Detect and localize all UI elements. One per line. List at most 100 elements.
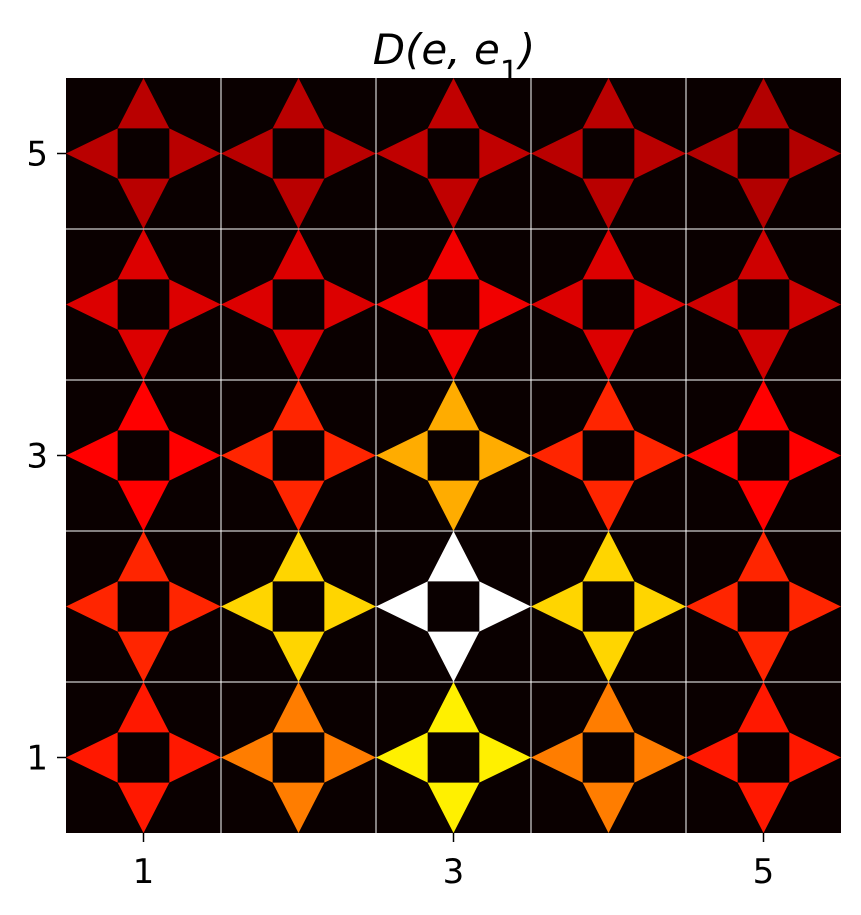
cell-5-1-left-triangle [686, 732, 738, 783]
cell-4-4-left-triangle [531, 279, 583, 330]
cell-2-1 [221, 682, 376, 833]
cell-5-5-bottom-triangle [737, 178, 790, 229]
cell-4-5 [531, 78, 686, 229]
y-tick-label-5: 5 [26, 135, 48, 175]
cell-2-2-top-triangle [272, 531, 325, 582]
y-tick-label-3: 3 [26, 437, 48, 477]
grid-lines [66, 78, 841, 833]
cell-1-1 [66, 682, 221, 833]
cell-2-4 [221, 229, 376, 380]
cell-4-5-top-triangle [582, 78, 635, 129]
cell-1-4-top-triangle [117, 229, 170, 280]
cell-4-5-left-triangle [531, 128, 583, 179]
cell-5-4-top-triangle [737, 229, 790, 280]
y-axis: 1 3 5 [26, 135, 66, 779]
cell-1-3-top-triangle [117, 380, 170, 431]
cell-5-3 [686, 380, 841, 531]
cell-2-1-bottom-triangle [272, 782, 325, 833]
y-tick-label-1: 1 [26, 739, 48, 779]
cell-5-1-right-triangle [789, 732, 841, 783]
cell-1-5-top-triangle [117, 78, 170, 129]
cell-3-4-left-triangle [376, 279, 428, 330]
cell-5-3-top-triangle [737, 380, 790, 431]
cell-3-5-bottom-triangle [427, 178, 480, 229]
cell-2-5-top-triangle [272, 78, 325, 129]
cell-3-4-right-triangle [479, 279, 531, 330]
cell-4-1-top-triangle [582, 682, 635, 733]
cell-1-4-left-triangle [66, 279, 118, 330]
chart-title-base: D(e, e [373, 25, 500, 74]
cell-4-3-left-triangle [531, 430, 583, 481]
cell-4-1 [531, 682, 686, 833]
cell-4-3 [531, 380, 686, 531]
cell-2-1-right-triangle [324, 732, 376, 783]
cell-4-1-bottom-triangle [582, 782, 635, 833]
cell-1-2-bottom-triangle [117, 631, 170, 682]
cell-3-5-top-triangle [427, 78, 480, 129]
cell-4-2 [531, 531, 686, 682]
cell-3-3-bottom-triangle [427, 480, 480, 531]
cell-4-4-bottom-triangle [582, 329, 635, 380]
cell-2-4-top-triangle [272, 229, 325, 280]
cell-3-3-left-triangle [376, 430, 428, 481]
cell-4-2-left-triangle [531, 581, 583, 632]
cell-3-4-top-triangle [427, 229, 480, 280]
cell-4-3-bottom-triangle [582, 480, 635, 531]
cell-2-2-right-triangle [324, 581, 376, 632]
cell-5-5-top-triangle [737, 78, 790, 129]
cell-5-5-left-triangle [686, 128, 738, 179]
cell-1-2 [66, 531, 221, 682]
cell-3-1-left-triangle [376, 732, 428, 783]
cell-5-3-right-triangle [789, 430, 841, 481]
cell-3-3 [376, 380, 531, 531]
cell-1-4-bottom-triangle [117, 329, 170, 380]
cell-3-1-top-triangle [427, 682, 480, 733]
cell-3-5-right-triangle [479, 128, 531, 179]
cell-1-3-right-triangle [169, 430, 221, 481]
cell-3-3-right-triangle [479, 430, 531, 481]
cell-3-1 [376, 682, 531, 833]
cell-3-2-right-triangle [479, 581, 531, 632]
cell-2-5 [221, 78, 376, 229]
cell-5-4-right-triangle [789, 279, 841, 330]
cell-1-4-right-triangle [169, 279, 221, 330]
cell-2-3 [221, 380, 376, 531]
cell-5-1-bottom-triangle [737, 782, 790, 833]
cell-2-4-left-triangle [221, 279, 273, 330]
cell-4-5-bottom-triangle [582, 178, 635, 229]
cell-3-4-bottom-triangle [427, 329, 480, 380]
cell-4-2-bottom-triangle [582, 631, 635, 682]
cell-1-1-bottom-triangle [117, 782, 170, 833]
cell-3-5-left-triangle [376, 128, 428, 179]
x-tick-label-5: 5 [753, 852, 775, 892]
x-axis: 1 3 5 [133, 833, 775, 892]
cell-5-5-right-triangle [789, 128, 841, 179]
cell-1-2-left-triangle [66, 581, 118, 632]
cell-5-4-bottom-triangle [737, 329, 790, 380]
cell-2-2-bottom-triangle [272, 631, 325, 682]
cell-2-3-bottom-triangle [272, 480, 325, 531]
cell-2-4-bottom-triangle [272, 329, 325, 380]
cell-3-2-bottom-triangle [427, 631, 480, 682]
x-tick-label-3: 3 [443, 852, 465, 892]
cell-2-2 [221, 531, 376, 682]
cell-5-5 [686, 78, 841, 229]
cell-3-3-top-triangle [427, 380, 480, 431]
cell-4-4-right-triangle [634, 279, 686, 330]
cell-5-1-top-triangle [737, 682, 790, 733]
cell-2-3-top-triangle [272, 380, 325, 431]
cell-2-4-right-triangle [324, 279, 376, 330]
cell-4-2-right-triangle [634, 581, 686, 632]
cell-1-2-top-triangle [117, 531, 170, 582]
cell-4-2-top-triangle [582, 531, 635, 582]
cell-5-1 [686, 682, 841, 833]
x-tick-label-1: 1 [133, 852, 155, 892]
cell-4-3-top-triangle [582, 380, 635, 431]
cell-2-3-left-triangle [221, 430, 273, 481]
cell-5-2 [686, 531, 841, 682]
cell-1-1-right-triangle [169, 732, 221, 783]
cell-2-1-top-triangle [272, 682, 325, 733]
cell-4-4 [531, 229, 686, 380]
cell-1-3 [66, 380, 221, 531]
